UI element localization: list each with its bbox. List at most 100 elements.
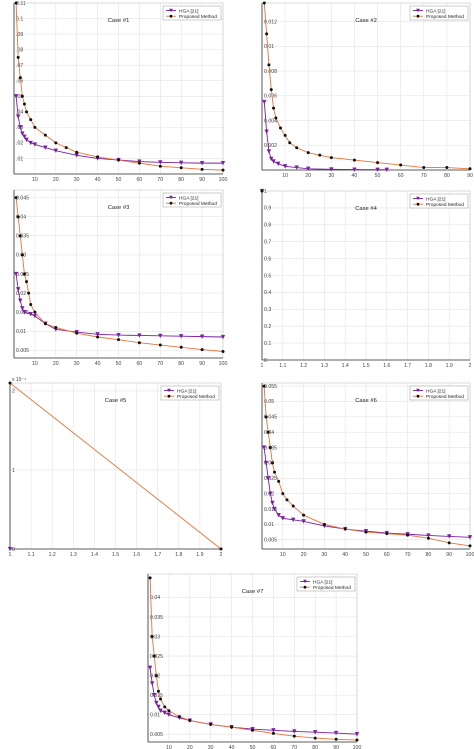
legend: HGA [21]Proposed Method [162,192,222,208]
legend: HGA [21]Proposed Method [409,385,469,401]
x-tick-label: 1.8 [175,552,182,558]
y-tick-label: 0.008 [264,69,277,75]
data-point-hga [137,333,142,338]
data-point-proposed [179,166,183,170]
data-point-hga [22,134,27,140]
data-point-proposed [264,415,268,419]
y-tick-label: .08 [16,47,23,53]
x-tick-label: 1.2 [49,552,56,558]
x-tick-label: 1.4 [91,552,98,558]
data-point-proposed [292,734,296,738]
data-point-proposed [96,335,100,339]
data-point-proposed [291,504,295,508]
legend-label-proposed: Proposed Method [177,394,215,400]
data-point-proposed [188,719,192,723]
data-point-proposed [33,125,37,129]
y-tick-label: 0.01 [264,44,274,50]
y-tick-label: .02 [16,141,23,147]
data-point-proposed [219,547,223,551]
data-point-hga [166,712,172,717]
y-tick-label: 0.035 [16,234,29,240]
data-point-hga [137,159,142,164]
x-tick-label: 30 [208,745,214,749]
data-point-hga [18,125,23,130]
y-tick-label: 1 [12,468,15,474]
data-point-proposed [27,291,31,295]
x-tick-label: 20 [53,177,59,183]
data-point-proposed [22,272,26,276]
x-tick-label: 80 [178,361,184,367]
y-tick-label: 1 [264,189,267,195]
x-tick-label: 40 [342,552,348,558]
data-point-hga [152,693,157,698]
data-point-proposed [167,709,171,713]
data-point-hga [53,148,59,154]
data-point-proposed [426,536,430,540]
data-point-proposed [158,164,162,168]
data-point-hga [18,298,23,304]
data-point-hga [263,460,269,466]
legend: HGA [21]Proposed Method [162,5,222,21]
y-tick-label: 0.03 [150,634,160,640]
data-point-proposed [54,325,58,329]
x-tick-label: 90 [199,361,205,367]
data-point-hga [275,161,281,167]
legend-label-proposed: Proposed Method [313,585,351,591]
data-point-proposed [14,1,18,5]
data-point-hga [158,333,163,339]
data-point-hga [28,140,33,146]
data-point-hga [352,167,357,172]
legend-label-hga: HGA [21] [313,579,332,585]
data-point-hga [15,287,21,292]
data-point-proposed [445,166,449,170]
y-tick-label: 0.025 [150,654,163,660]
data-point-proposed [230,725,234,729]
legend: HGA [21]Proposed Method [296,576,356,592]
legend-marker-hga [167,388,171,393]
data-point-proposed [29,303,33,307]
data-point-hga [199,161,205,166]
data-point-hga [333,730,339,736]
y-tick-label: 0.03 [264,461,274,467]
x-tick-label: 1.4 [342,363,349,369]
chart-case-6: 10 20 30 40 50 60 70 80 90 100 0.005 0.01 0.015 0.02 0… [261,382,474,558]
x-tick-label: 100 [466,552,474,558]
data-point-proposed [468,544,472,548]
data-point-hga [24,137,29,143]
data-point-hga [305,166,311,172]
y-tick-label: 2 [12,389,15,395]
x-tick-label: 1 [9,552,12,558]
data-point-proposed [221,350,225,354]
x-tick-label: 50 [250,745,256,749]
y-tick-label: 0.002 [264,143,277,149]
x-tick-label: 50 [116,177,122,183]
x-tick-label: 1.7 [154,552,161,558]
plot-area [262,3,470,170]
data-point-proposed [376,161,380,165]
data-point-proposed [318,153,322,157]
x-tick-label: 1.1 [279,363,286,369]
data-point-proposed [272,106,276,110]
x-tick-label: 50 [116,361,122,367]
legend-marker-hga [416,388,420,393]
data-point-proposed [200,348,204,352]
data-point-proposed [25,280,29,284]
data-point-proposed [406,533,410,537]
x-tick-label: 10 [282,173,288,179]
data-point-proposed [306,151,310,155]
data-point-proposed [262,384,266,388]
y-tick-label: 0.05 [264,399,274,405]
data-point-hga [292,729,297,734]
y-tick-label: .01 [16,156,23,162]
data-point-hga [294,165,299,170]
data-point-proposed [75,331,79,335]
legend-label-hga: HGA [21] [426,8,445,14]
legend-label-proposed: Proposed Method [179,14,217,20]
data-point-hga [290,517,296,523]
data-point-proposed [137,161,141,165]
data-point-proposed [150,635,154,639]
chart-title: Case #5 [105,398,127,404]
x-tick-label: 10 [32,361,38,367]
y-tick-label: 0.035 [150,615,163,621]
x-tick-label: 40 [229,745,235,749]
